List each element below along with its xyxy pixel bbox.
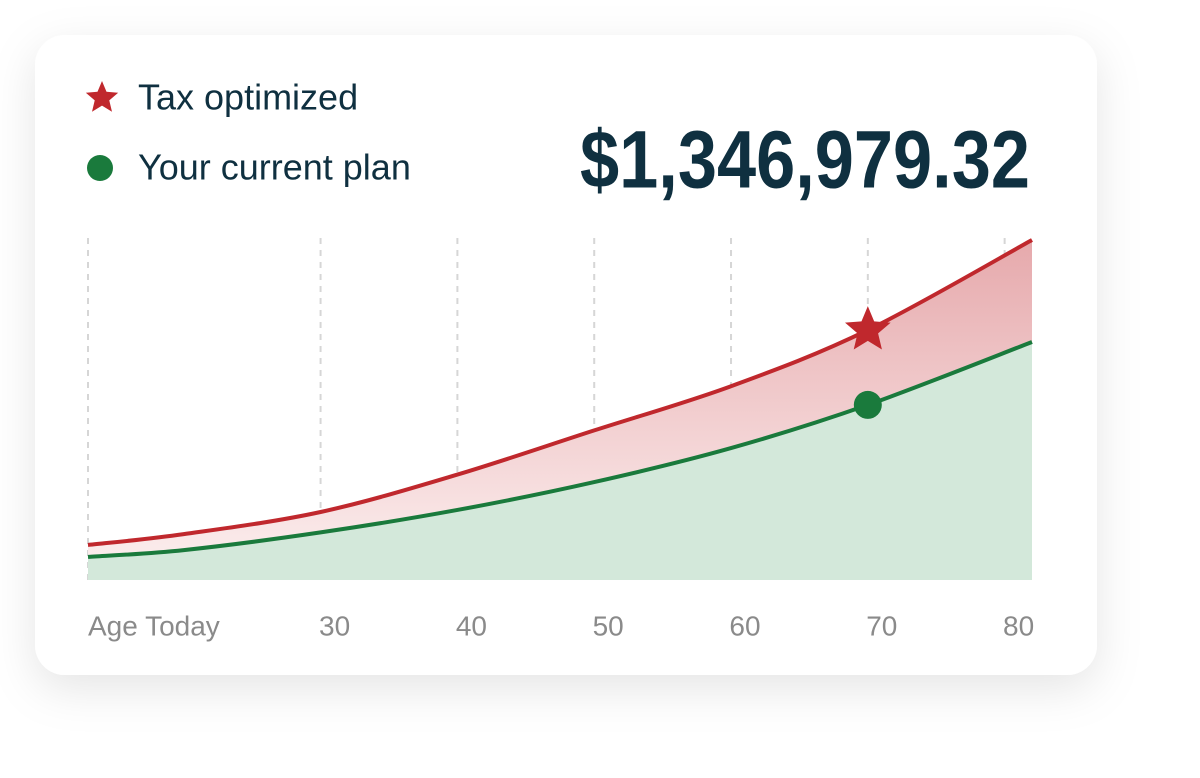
x-tick-label: 50 — [593, 610, 624, 641]
x-tick-label: 60 — [729, 610, 760, 641]
area — [88, 342, 1032, 580]
area-gap — [88, 240, 1032, 557]
marker-dot — [853, 390, 882, 419]
legend-label: Your current plan — [138, 147, 411, 188]
x-tick-label: 30 — [319, 610, 350, 641]
legend-dot — [87, 155, 113, 181]
highlight-amount: $1,346,979.32 — [580, 115, 1030, 206]
marker-star — [845, 306, 891, 350]
x-tick-label: 70 — [866, 610, 897, 641]
x-tick-label: Age Today — [88, 610, 220, 641]
legend-star — [85, 81, 119, 112]
x-tick-label: 40 — [456, 610, 487, 641]
legend-label: Tax optimized — [138, 77, 358, 118]
x-tick-label: 80 — [1003, 610, 1034, 641]
